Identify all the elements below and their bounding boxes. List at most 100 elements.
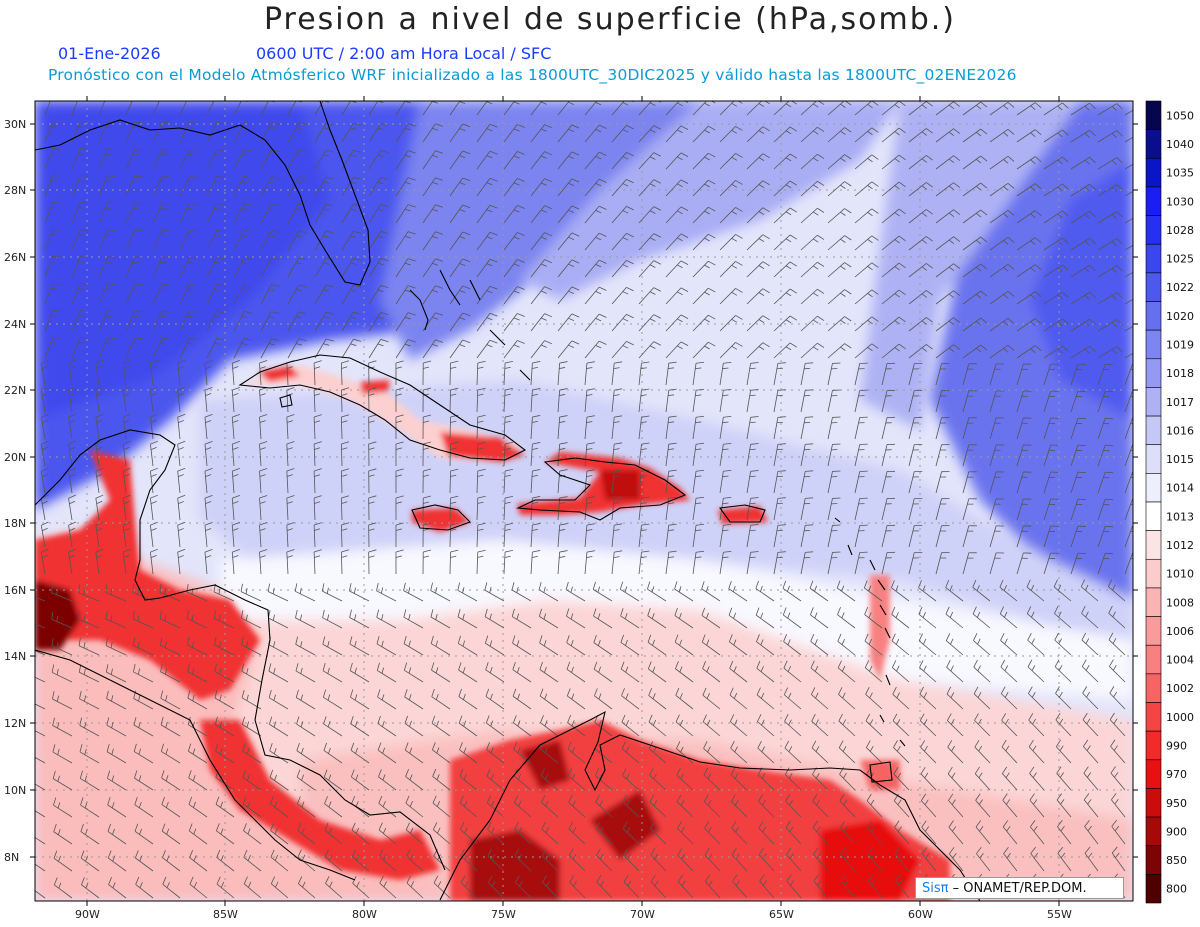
wind-barb (432, 795, 451, 818)
wind-barb (395, 414, 404, 440)
wind-barb (134, 850, 154, 872)
wind-barb (1043, 417, 1059, 440)
wind-barb (1016, 156, 1042, 170)
wind-barb (935, 209, 961, 224)
wind-barb (134, 823, 154, 845)
wind-barb (530, 523, 541, 548)
wind-barb (881, 416, 896, 440)
wind-barb (962, 552, 977, 575)
wind-barb (152, 283, 171, 305)
wind-barb (287, 149, 307, 170)
coastlines (35, 101, 981, 901)
wind-barb (908, 101, 933, 116)
colorbar-swatch (1145, 587, 1162, 617)
wind-barb (80, 823, 100, 845)
wind-barb (989, 155, 1015, 170)
wind-barb (650, 848, 667, 872)
wind-barb (1043, 345, 1069, 359)
wind-barb (773, 416, 786, 440)
wind-barb (349, 583, 370, 602)
wind-barb (1043, 390, 1059, 413)
wind-barb (908, 155, 933, 170)
wind-barb (269, 743, 289, 764)
wind-barb (974, 740, 991, 764)
wind-barb (1124, 390, 1133, 413)
wind-barb (125, 101, 139, 116)
wind-barb (1054, 659, 1072, 683)
wind-barb (719, 126, 743, 143)
wind-barb (422, 123, 444, 143)
wind-barb (854, 289, 879, 305)
wind-barb (557, 340, 580, 359)
wind-barb (233, 203, 252, 224)
wind-barb (71, 175, 89, 197)
wind-barb (567, 768, 586, 791)
wind-barb (368, 149, 389, 170)
wind-barb (98, 229, 116, 251)
wind-barb (800, 234, 825, 251)
wind-barb (79, 744, 100, 764)
wind-barb (188, 823, 208, 845)
wind-barb (692, 179, 716, 197)
wind-barb (287, 230, 307, 251)
wind-barb (476, 468, 486, 494)
wind-barb (1097, 390, 1114, 413)
wind-barb (836, 580, 856, 602)
wind-barb (827, 289, 852, 305)
wind-barb (206, 310, 225, 332)
wind-barb (584, 101, 607, 116)
wind-barb (260, 311, 280, 332)
wind-barb (52, 717, 73, 737)
wind-barb (854, 101, 879, 116)
wind-barb (800, 207, 825, 224)
wind-barb (620, 634, 640, 656)
wind-barb (962, 471, 977, 494)
wind-barb (95, 359, 104, 386)
wind-barb (53, 877, 73, 899)
wind-barb (395, 441, 404, 467)
wind-barb (649, 794, 667, 818)
lon-label: 65W (769, 908, 794, 921)
wind-barb (557, 178, 580, 197)
wind-barb (530, 232, 553, 251)
wind-barb (1057, 846, 1072, 872)
wind-barb (449, 204, 471, 224)
wind-barb (908, 317, 933, 332)
wind-barb (71, 256, 89, 278)
wind-barb (1054, 632, 1072, 656)
wind-barb (999, 579, 1018, 602)
wind-barb (1000, 633, 1018, 656)
wind-barb (719, 315, 743, 332)
wind-barb (840, 847, 856, 872)
wind-barb (611, 388, 623, 413)
wind-barb (449, 441, 459, 467)
wind-barb (800, 551, 814, 575)
wind-barb (214, 637, 235, 656)
wind-barb (341, 257, 362, 278)
wind-barb (179, 121, 198, 143)
wind-barb (1097, 184, 1123, 197)
wind-barb (854, 470, 868, 494)
wind-barb (692, 523, 705, 548)
wind-barb (800, 153, 825, 170)
wind-barb (340, 441, 350, 467)
wind-barb (945, 606, 964, 629)
wind-barb (216, 849, 235, 872)
wind-barb (1028, 686, 1045, 710)
wind-barb (557, 259, 580, 278)
wind-barb (1124, 217, 1133, 224)
wind-barb (746, 261, 770, 278)
wind-barb (611, 469, 623, 494)
wind-barb (368, 122, 389, 143)
wind-barb (728, 607, 748, 629)
wind-barb (485, 715, 505, 737)
wind-barb (908, 444, 923, 467)
wind-barb (676, 794, 694, 818)
wind-barb (105, 664, 127, 683)
wind-barb (719, 180, 743, 197)
wind-barb (773, 126, 798, 143)
wind-barb (35, 623, 46, 629)
wind-barb (122, 467, 131, 494)
wind-barb (920, 766, 937, 791)
